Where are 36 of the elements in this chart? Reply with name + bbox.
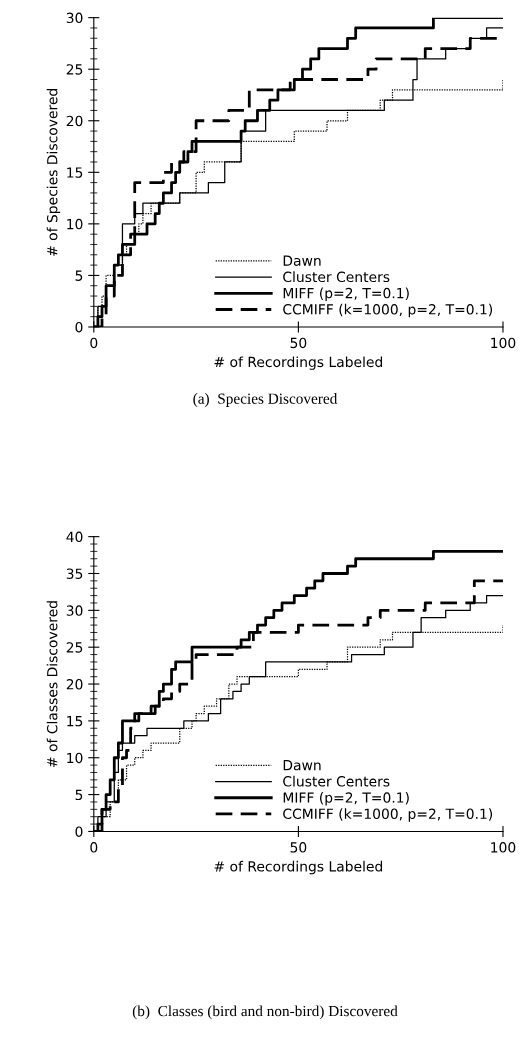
text: (a) Species Discovered bbox=[193, 393, 338, 407]
y-tick-label: 15 bbox=[67, 167, 83, 178]
legend-label: Cluster Centers bbox=[283, 271, 390, 283]
legend-label: Dawn bbox=[283, 760, 321, 771]
y-tick-label: 0 bbox=[75, 826, 83, 837]
y-tick-label: 30 bbox=[66, 605, 83, 616]
y-tick-label: 35 bbox=[66, 568, 83, 579]
x-tick-label: 50 bbox=[290, 337, 307, 349]
y-tick-label: 10 bbox=[67, 752, 83, 764]
y-axis-title: # of Species Discovered bbox=[46, 88, 61, 256]
y-tick-label: 20 bbox=[66, 115, 83, 127]
legend-label: Dawn bbox=[283, 255, 321, 266]
y-tick-label: 40 bbox=[66, 531, 83, 543]
y-tick-label: 25 bbox=[66, 642, 83, 653]
x-axis-title: # of Recordings Labeled bbox=[214, 356, 383, 370]
y-tick-label: 20 bbox=[66, 679, 83, 690]
x-tick-label: 50 bbox=[290, 842, 307, 853]
y-axis-title: # of Classes Discovered bbox=[46, 601, 58, 767]
y-tick-label: 15 bbox=[67, 716, 83, 727]
text: (b) Classes (bird and non-bird) Discovered bbox=[132, 1005, 398, 1020]
x-tick-label: 0 bbox=[90, 337, 98, 349]
legend-label: Cluster Centers bbox=[283, 775, 390, 787]
y-tick-label: 0 bbox=[75, 321, 83, 333]
x-tick-label: 100 bbox=[491, 337, 516, 349]
x-tick-label: 0 bbox=[90, 842, 98, 853]
y-tick-label: 25 bbox=[66, 64, 83, 75]
x-axis-title: # of Recordings Labeled bbox=[214, 860, 383, 875]
y-tick-label: 10 bbox=[67, 218, 83, 230]
x-tick-label: 100 bbox=[491, 842, 516, 853]
y-tick-label: 5 bbox=[75, 789, 83, 801]
legend-label: CCMIFF (k=1000, p=2, T=0.1) bbox=[283, 303, 493, 318]
legend-label: CCMIFF (k=1000, p=2, T=0.1) bbox=[283, 808, 493, 822]
y-tick-label: 5 bbox=[75, 270, 83, 281]
legend-label: MIFF (p=2, T=0.1) bbox=[283, 792, 409, 806]
legend-label: MIFF (p=2, T=0.1) bbox=[283, 287, 409, 302]
y-tick-label: 30 bbox=[66, 12, 83, 24]
